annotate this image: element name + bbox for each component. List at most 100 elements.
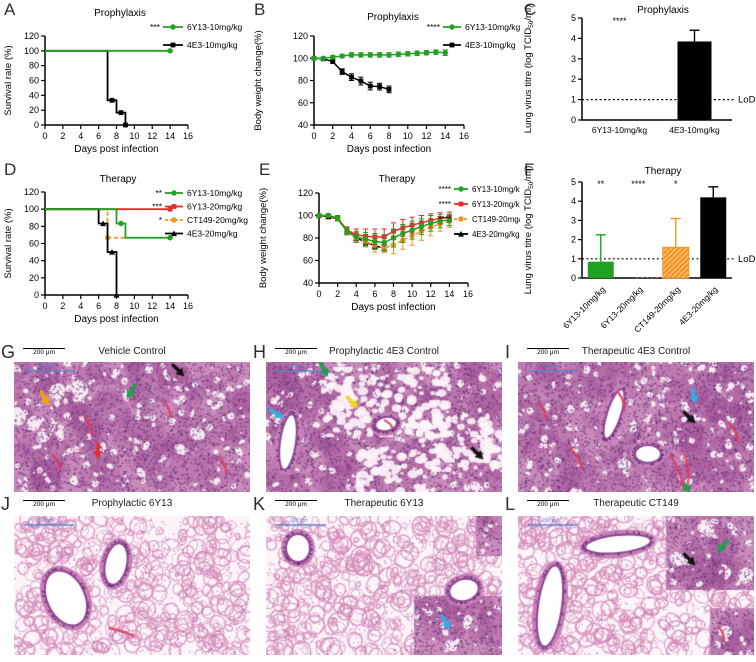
panel-l-histology-therapeutic-ct149: L 200 μm Therapeutic CT149 xyxy=(504,494,756,662)
svg-text:Prophylaxis: Prophylaxis xyxy=(637,5,689,16)
svg-text:10: 10 xyxy=(407,289,417,299)
virus-titre-bar-prophylaxis: 0 1 2 3 4 5 Prophylaxis Lung virus titre (log T… xyxy=(520,0,756,165)
svg-text:6Y13-10mg/kg: 6Y13-10mg/kg xyxy=(592,125,648,135)
scale-bar-label: 200 μm xyxy=(285,501,307,508)
svg-text:60: 60 xyxy=(29,76,39,86)
panel-letter-c: C xyxy=(524,0,537,19)
svg-text:12: 12 xyxy=(147,131,157,141)
svg-text:16: 16 xyxy=(183,131,193,141)
histology-image-therapeutic-4e3 xyxy=(518,362,754,492)
svg-text:14: 14 xyxy=(440,131,450,141)
virus-titre-bar-therapy: 0 1 2 3 4 5 Therapy Lung virus titre (log TCID5… xyxy=(520,160,756,350)
svg-text:80: 80 xyxy=(29,221,39,231)
svg-text:0: 0 xyxy=(316,289,321,299)
svg-text:1: 1 xyxy=(571,95,576,105)
svg-text:60: 60 xyxy=(29,239,39,249)
histology-title-therapeutic-ct149: Therapeutic CT149 xyxy=(593,498,679,509)
panel-letter-h: H xyxy=(253,342,266,362)
scale-bar-label: 200 μm xyxy=(33,349,55,356)
svg-text:14: 14 xyxy=(165,301,175,311)
svg-text:80: 80 xyxy=(29,61,39,71)
svg-text:16: 16 xyxy=(463,289,473,299)
svg-text:0: 0 xyxy=(34,290,39,300)
svg-text:10: 10 xyxy=(129,131,139,141)
panel-letter-a: A xyxy=(4,0,16,19)
svg-text:100: 100 xyxy=(298,211,313,221)
svg-text:Lung virus titre (log TCID50/m: Lung virus titre (log TCID50/ml) xyxy=(523,166,535,294)
svg-text:4: 4 xyxy=(349,131,354,141)
svg-text:****: **** xyxy=(612,16,627,26)
panel-h-histology-prophylactic-4e3: H 200 μm Prophylactic 4E3 Control xyxy=(252,342,504,497)
svg-text:2: 2 xyxy=(60,131,65,141)
svg-text:Therapy: Therapy xyxy=(645,166,682,177)
panel-letter-j: J xyxy=(1,494,10,514)
svg-text:0: 0 xyxy=(34,120,39,130)
panel-letter-b: B xyxy=(254,0,266,19)
svg-text:Days post infection: Days post infection xyxy=(351,302,436,313)
svg-text:Prophylaxis: Prophylaxis xyxy=(367,12,419,23)
scale-bar: 200 μm xyxy=(23,500,65,509)
svg-text:2: 2 xyxy=(335,289,340,299)
svg-text:Days post infection: Days post infection xyxy=(74,144,159,155)
svg-text:1: 1 xyxy=(571,254,576,264)
survival-chart-prophylaxis: 0 20 40 60 80 100 120 Prophylaxis Survival rate … xyxy=(0,0,250,165)
svg-text:14: 14 xyxy=(165,131,175,141)
panel-letter-k: K xyxy=(253,494,266,514)
svg-text:LoD: LoD xyxy=(738,95,756,106)
histology-image-therapeutic-6y13 xyxy=(266,516,502,655)
svg-text:40: 40 xyxy=(29,256,39,266)
svg-text:****: **** xyxy=(631,179,646,189)
svg-text:40: 40 xyxy=(303,278,313,288)
panel-c-titre-prophylaxis: C 0 1 2 3 4 5 Prophylaxis Lung virus titre (log… xyxy=(520,0,756,160)
svg-text:6Y13-10mg/kg: 6Y13-10mg/kg xyxy=(465,22,520,32)
panel-a-survival-prophylaxis: A 0 20 40 60 80 100 120 Prophylaxis Survival rat… xyxy=(0,0,250,160)
svg-text:**: ** xyxy=(155,188,162,198)
svg-text:100: 100 xyxy=(293,53,308,63)
histology-image-prophylactic-6y13 xyxy=(14,516,250,655)
svg-text:80: 80 xyxy=(298,76,308,86)
svg-text:16: 16 xyxy=(459,131,469,141)
svg-text:*: * xyxy=(674,179,678,189)
chart-svg: 0 20 40 60 80 100 120 Therapy Survival rate (%) 0… xyxy=(3,174,248,325)
svg-text:6: 6 xyxy=(96,301,101,311)
svg-text:120: 120 xyxy=(293,31,308,41)
scale-bar: 200 μm xyxy=(23,348,65,357)
svg-text:12: 12 xyxy=(426,289,436,299)
svg-text:120: 120 xyxy=(24,31,39,41)
scale-bar-label: 200 μm xyxy=(537,501,559,508)
svg-text:6Y13-10mg/kg: 6Y13-10mg/kg xyxy=(187,22,243,32)
svg-text:4E3-20mg/kg: 4E3-20mg/kg xyxy=(677,284,720,327)
panel-k-histology-therapeutic-6y13: K 200 μm Therapeutic 6Y13 xyxy=(252,494,504,662)
svg-text:4E3-10mg/kg: 4E3-10mg/kg xyxy=(669,125,720,135)
svg-text:6Y13-20mg/kg: 6Y13-20mg/kg xyxy=(187,202,243,212)
panel-letter-i: I xyxy=(505,342,511,362)
histology-image-therapeutic-ct149 xyxy=(518,516,754,655)
svg-text:Days post infection: Days post infection xyxy=(347,144,432,155)
panel-letter-e: E xyxy=(259,160,271,179)
chart-svg: 0 1 2 3 4 5 Therapy Lung virus titre (log TCID5… xyxy=(523,166,756,335)
svg-text:4: 4 xyxy=(571,33,576,43)
svg-text:80: 80 xyxy=(303,233,313,243)
svg-text:5: 5 xyxy=(571,177,576,187)
svg-text:2: 2 xyxy=(60,301,65,311)
svg-text:2: 2 xyxy=(571,74,576,84)
svg-text:20: 20 xyxy=(29,273,39,283)
svg-text:4: 4 xyxy=(78,301,83,311)
scale-bar-label: 200 μm xyxy=(33,501,55,508)
svg-text:10: 10 xyxy=(129,301,139,311)
svg-text:14: 14 xyxy=(444,289,454,299)
panel-d-survival-therapy: D 0 20 40 60 80 100 120 Therapy Survival rate (%… xyxy=(0,160,255,345)
svg-text:0: 0 xyxy=(571,273,576,283)
panel-letter-d: D xyxy=(4,160,17,179)
svg-text:Survival rate (%): Survival rate (%) xyxy=(3,208,14,278)
panel-i-histology-therapeutic-4e3: I 200 μm Therapeutic 4E3 Control xyxy=(504,342,756,497)
svg-text:****: **** xyxy=(427,22,441,32)
svg-text:6: 6 xyxy=(372,289,377,299)
svg-text:8: 8 xyxy=(386,131,391,141)
scale-bar: 200 μm xyxy=(527,500,569,509)
svg-text:Therapy: Therapy xyxy=(379,174,416,185)
